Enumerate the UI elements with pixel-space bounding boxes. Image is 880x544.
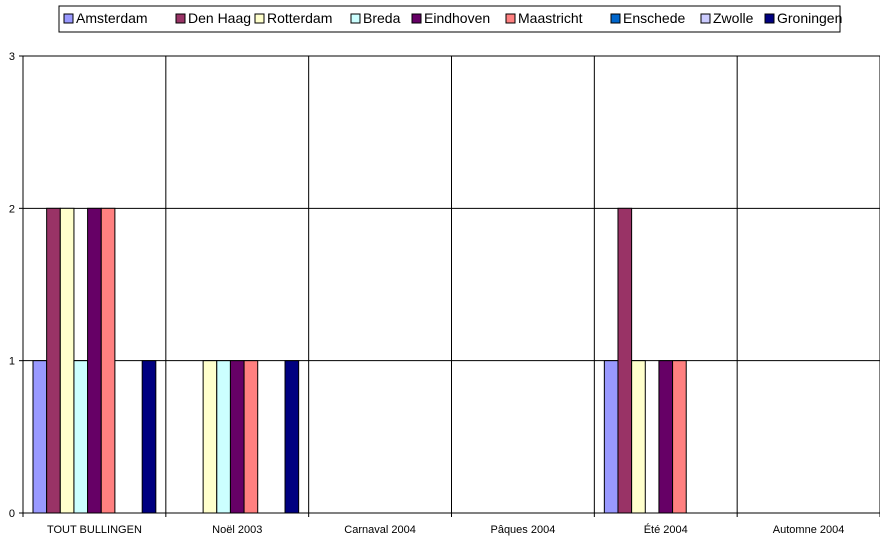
legend-swatch-amsterdam bbox=[63, 13, 74, 24]
bar-maastricht-ete-2004 bbox=[672, 360, 687, 514]
legend-label-breda: Breda bbox=[363, 10, 401, 26]
bar-rotterdam-noel-2003 bbox=[202, 360, 218, 514]
bar-amsterdam-tout-bullingen bbox=[32, 360, 48, 514]
bar-amsterdam-ete-2004 bbox=[603, 360, 619, 514]
bar-rotterdam-tout-bullingen bbox=[59, 207, 75, 514]
legend-label-den-haag: Den Haag bbox=[188, 10, 251, 26]
bar-den-haag-ete-2004 bbox=[617, 207, 633, 514]
x-tick-label: Carnaval 2004 bbox=[344, 524, 416, 536]
legend-label-zwolle: Zwolle bbox=[713, 10, 754, 26]
x-tick-label: TOUT BULLINGEN bbox=[47, 524, 142, 536]
x-tick-label: Pâques 2004 bbox=[490, 524, 555, 536]
axes: 0 1 2 3 TOUT BULLINGEN Noël 2003 Carnaval 2004… bbox=[9, 51, 880, 536]
bar-eindhoven-tout-bullingen bbox=[87, 207, 102, 514]
legend-label-groningen: Groningen bbox=[777, 10, 842, 26]
legend-label-enschede: Enschede bbox=[623, 10, 685, 26]
legend-swatch-eindhoven bbox=[411, 13, 422, 24]
bar-eindhoven-ete-2004 bbox=[658, 360, 674, 514]
bar-groningen-tout-bullingen bbox=[141, 360, 157, 514]
legend-label-rotterdam: Rotterdam bbox=[267, 10, 332, 26]
bar-rotterdam-ete-2004 bbox=[631, 360, 646, 514]
bar-maastricht-tout-bullingen bbox=[100, 207, 116, 514]
legend-label-maastricht: Maastricht bbox=[518, 10, 583, 26]
legend-swatch-maastricht bbox=[505, 13, 516, 24]
bar-breda-tout-bullingen bbox=[73, 360, 89, 514]
bar-den-haag-tout-bullingen bbox=[46, 207, 61, 514]
bar-eindhoven-noel-2003 bbox=[229, 360, 245, 514]
legend-label-eindhoven: Eindhoven bbox=[424, 10, 490, 26]
legend-swatch-breda bbox=[350, 13, 361, 24]
legend-swatch-enschede bbox=[610, 13, 621, 24]
y-tick-label: 3 bbox=[9, 51, 15, 63]
y-tick-label: 2 bbox=[9, 203, 15, 215]
y-tick-label: 1 bbox=[9, 356, 15, 368]
y-tick-label: 0 bbox=[9, 508, 15, 520]
bar-breda-noel-2003 bbox=[216, 360, 231, 514]
x-tick-label: Automne 2004 bbox=[773, 524, 845, 536]
legend: Amsterdam Den Haag Rotterdam Breda Eindhoven… bbox=[58, 5, 842, 33]
x-tick-label: Été 2004 bbox=[644, 523, 688, 536]
legend-swatch-groningen bbox=[764, 13, 775, 24]
legend-swatch-zwolle bbox=[700, 13, 711, 24]
legend-swatch-den-haag bbox=[175, 13, 186, 24]
bar-maastricht-noel-2003 bbox=[243, 360, 259, 514]
bars bbox=[32, 207, 687, 514]
legend-swatch-rotterdam bbox=[254, 13, 265, 24]
legend-label-amsterdam: Amsterdam bbox=[76, 10, 148, 26]
x-tick-label: Noël 2003 bbox=[212, 524, 262, 536]
bar-groningen-noel-2003 bbox=[284, 360, 300, 514]
